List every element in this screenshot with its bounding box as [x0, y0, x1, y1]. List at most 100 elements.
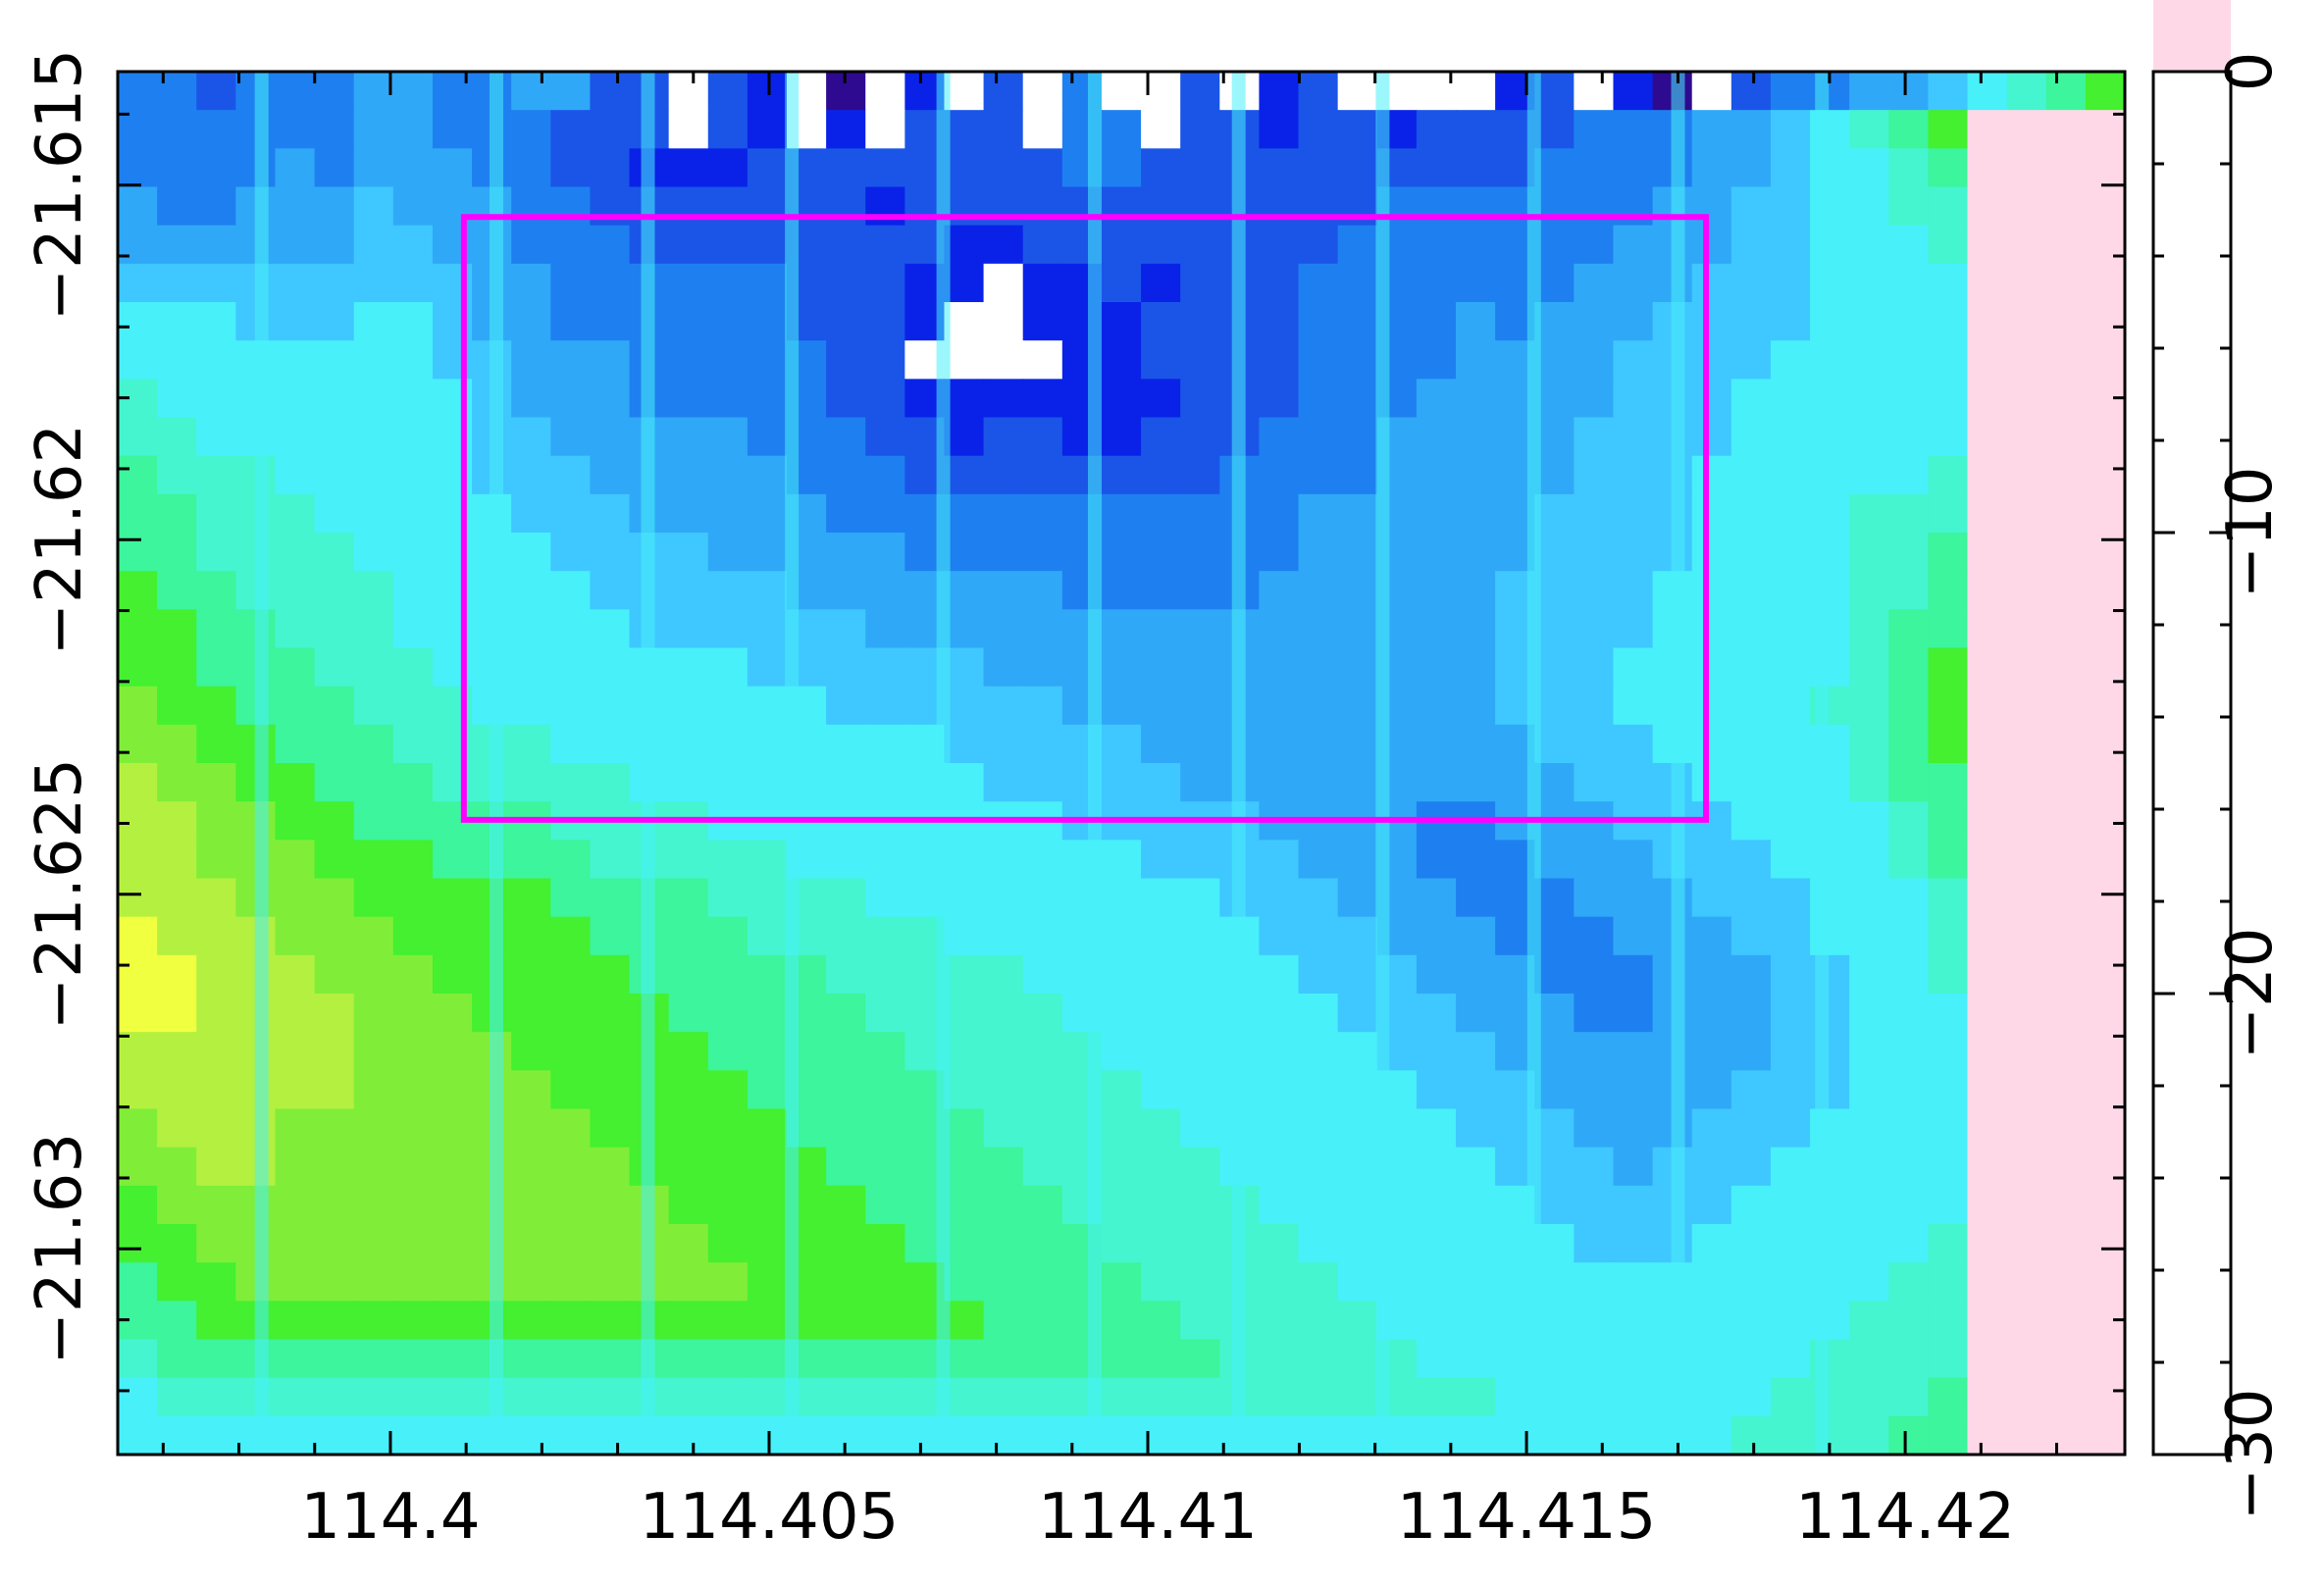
heat-cell [1691, 954, 1732, 995]
heat-cell [2085, 110, 2126, 150]
heat-cell [668, 571, 709, 611]
heat-cell [590, 647, 631, 688]
heat-cell [1259, 1147, 1300, 1187]
heat-cell [392, 1415, 434, 1456]
heat-cell [1101, 263, 1142, 303]
heat-cell [590, 609, 631, 649]
heat-cell [511, 417, 552, 457]
heat-cell [1141, 493, 1181, 534]
heat-cell [1691, 1377, 1732, 1417]
heat-cell [314, 878, 355, 918]
heat-cell [747, 340, 788, 381]
heat-cell [1298, 878, 1339, 918]
heat-cell [196, 1224, 237, 1263]
heat-cell [1456, 302, 1496, 341]
heat-cell [590, 1415, 631, 1456]
heat-cell [826, 493, 867, 534]
heat-cell [1730, 263, 1772, 303]
heat-cell [511, 533, 552, 572]
heat-cell [1730, 1262, 1772, 1303]
heat-cell [353, 1108, 394, 1149]
heat-cell [2085, 1377, 2126, 1417]
colorbar-tick-label: −30 [2214, 1388, 2287, 1520]
heat-cell [1337, 686, 1378, 726]
heat-cell [1101, 72, 1142, 111]
heat-cell [707, 647, 749, 688]
heat-cell [353, 1415, 394, 1456]
heat-cell [944, 571, 985, 611]
heat-cell [747, 1301, 788, 1341]
heat-cell [747, 1377, 788, 1417]
heat-cell [1259, 1108, 1300, 1149]
heat-cell [157, 263, 198, 303]
heat-cell [1259, 571, 1300, 611]
heat-cell [747, 186, 788, 227]
heat-cell [1101, 1224, 1142, 1263]
heat-cell [2006, 1108, 2047, 1149]
heat-cell [747, 571, 788, 611]
heat-cell [1770, 1224, 1811, 1263]
heat-cell [1141, 994, 1181, 1033]
heat-cell [550, 609, 592, 649]
heat-cell [668, 186, 709, 227]
heat-cell [2006, 571, 2047, 611]
heat-cell [1416, 994, 1457, 1033]
heat-cell [1337, 1262, 1378, 1303]
heat-cell [314, 840, 355, 880]
heat-cell [1770, 1415, 1811, 1456]
heat-cell [196, 1032, 237, 1072]
heat-cell [826, 110, 867, 150]
heat-cell [2085, 493, 2126, 534]
heat-cell [1730, 1301, 1772, 1341]
heat-cell [550, 1070, 592, 1110]
heat-cell [1141, 571, 1181, 611]
heat-cell [1534, 72, 1575, 111]
heat-cell [1967, 148, 2008, 188]
heat-cell [157, 840, 198, 880]
heat-cell [1416, 1301, 1457, 1341]
heat-cell [1022, 724, 1063, 764]
heat-cell [353, 263, 394, 303]
heat-cell [1574, 954, 1615, 995]
heat-cell [1613, 763, 1654, 802]
heat-cell [1456, 609, 1496, 649]
heat-cell [944, 263, 985, 303]
heat-cell [314, 801, 355, 842]
heat-cell [1928, 263, 1969, 303]
heat-cell [118, 1108, 158, 1149]
heat-cell [275, 994, 316, 1033]
heat-cell [826, 1032, 867, 1072]
heat-cell [747, 609, 788, 649]
heat-cell [865, 186, 906, 227]
heat-cell [1534, 110, 1575, 150]
heat-cell [944, 225, 985, 265]
heat-cell [275, 801, 316, 842]
heat-cell [944, 994, 985, 1033]
heat-cell [590, 1377, 631, 1417]
heat-cell [275, 916, 316, 956]
heat-cell [392, 1301, 434, 1341]
heat-cell [747, 455, 788, 495]
heat-cell [707, 840, 749, 880]
heat-cell [983, 1070, 1024, 1110]
heat-cell [826, 571, 867, 611]
heat-cell [865, 686, 906, 726]
heat-cell [1180, 533, 1221, 572]
heat-cell [392, 994, 434, 1033]
heat-cell [550, 840, 592, 880]
heat-cell [1888, 647, 1930, 688]
heat-cell [1613, 455, 1654, 495]
x-tick-label: 114.415 [1397, 1481, 1657, 1554]
heat-cell [1928, 533, 1969, 572]
heat-cell [983, 110, 1024, 150]
heat-cell [1416, 186, 1457, 227]
heat-cell [432, 954, 473, 995]
heat-cell [196, 1262, 237, 1303]
heat-cell [392, 1224, 434, 1263]
heat-cell [1180, 1415, 1221, 1456]
heat-cell [392, 840, 434, 880]
heat-cell [1534, 763, 1575, 802]
heat-cell [392, 763, 434, 802]
heat-cell [1337, 493, 1378, 534]
heat-cell [275, 72, 316, 111]
